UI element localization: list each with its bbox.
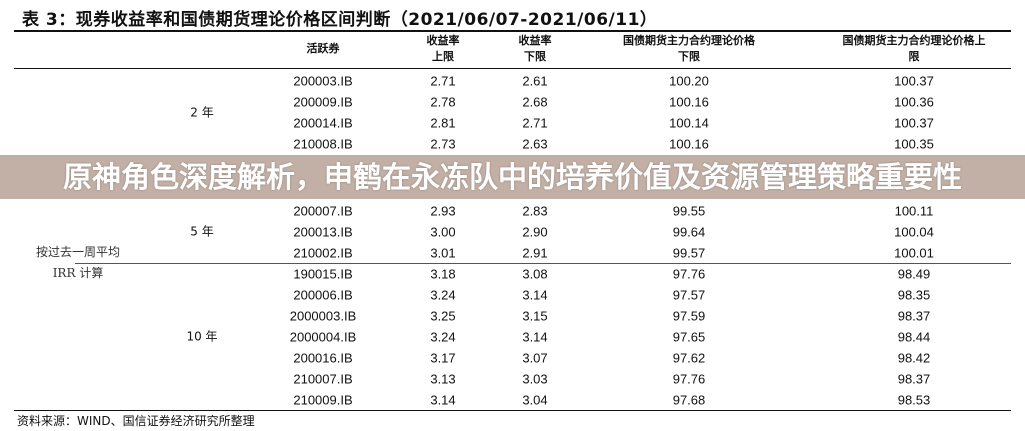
column-header-line: 收益率 [426, 34, 460, 47]
bond-code-cell: 200006.IB [293, 287, 353, 302]
price-lower-cell: 100.16 [669, 94, 709, 109]
price-upper-cell: 100.01 [894, 245, 934, 260]
group-label-2y: 2 年 [190, 105, 214, 120]
group-label-10y: 10 年 [186, 329, 218, 344]
price-upper-cell: 98.53 [897, 392, 931, 407]
bond-code-cell: 210009.IB [293, 392, 353, 407]
yield-lower-cell: 3.14 [522, 329, 548, 344]
column-header: 国债期货主力合约理论价格上限 [843, 33, 986, 65]
price-upper-cell: 100.37 [894, 115, 934, 130]
column-header-line: 活跃券 [306, 42, 340, 55]
price-lower-cell: 97.57 [672, 287, 706, 302]
bond-code-cell: 200016.IB [293, 350, 353, 365]
group-separator [75, 263, 1011, 264]
yield-lower-cell: 3.15 [522, 308, 548, 323]
price-upper-cell: 100.04 [894, 224, 934, 239]
price-upper-cell: 98.44 [897, 329, 931, 344]
price-upper-cell: 98.37 [897, 371, 931, 386]
yield-upper-cell: 3.01 [430, 245, 456, 260]
yield-upper-cell: 2.71 [430, 73, 456, 88]
price-lower-cell: 97.65 [672, 329, 706, 344]
note-line: 按过去一周平均 [36, 245, 121, 259]
yield-upper-cell: 3.00 [430, 224, 456, 239]
yield-lower-cell: 3.14 [522, 287, 548, 302]
price-lower-cell: 99.55 [672, 203, 706, 218]
yield-lower-cell: 3.08 [522, 266, 548, 281]
price-upper-cell: 100.11 [894, 203, 934, 218]
yield-upper-cell: 3.17 [430, 350, 456, 365]
column-header: 收益率 上限 [427, 33, 460, 65]
price-lower-cell: 100.16 [669, 136, 709, 151]
bond-code-cell: 200007.IB [293, 203, 353, 218]
price-upper-cell: 98.42 [897, 350, 931, 365]
yield-upper-cell: 3.14 [430, 392, 456, 407]
bond-code-cell: 200009.IB [293, 94, 353, 109]
column-header-line: 下限 [524, 50, 546, 63]
price-upper-cell: 100.37 [894, 73, 934, 88]
bond-code-cell: 210008.IB [293, 136, 353, 151]
source-note: 资料来源：WIND、国信证券经济研究所整理 [17, 414, 255, 428]
price-lower-cell: 97.76 [672, 266, 706, 281]
yield-lower-cell: 3.07 [522, 350, 548, 365]
yield-lower-cell: 3.03 [522, 371, 548, 386]
yield-upper-cell: 3.24 [430, 287, 456, 302]
column-header-line: 收益率 [518, 34, 552, 47]
yield-upper-cell: 3.24 [430, 329, 456, 344]
yield-lower-cell: 2.91 [522, 245, 548, 260]
column-header-line: 下限 [678, 50, 700, 63]
yield-upper-cell: 3.13 [430, 371, 456, 386]
column-header: 活跃券 [307, 41, 340, 57]
yield-lower-cell: 3.04 [522, 392, 548, 407]
yield-upper-cell: 2.73 [430, 136, 456, 151]
yield-lower-cell: 2.71 [522, 115, 548, 130]
column-header-line: 国债期货主力合约理论价格上 [842, 34, 986, 47]
bond-code-cell: 200013.IB [293, 224, 353, 239]
yield-upper-cell: 2.78 [430, 94, 456, 109]
price-upper-cell: 98.49 [897, 266, 931, 281]
price-lower-cell: 97.76 [672, 371, 706, 386]
group-label-5y: 5 年 [190, 224, 214, 239]
overlay-banner: 原神角色深度解析，申鹤在永冻队中的培养价值及资源管理策略重要性 [0, 155, 1025, 199]
yield-lower-cell: 2.61 [522, 73, 548, 88]
yield-upper-cell: 3.25 [430, 308, 456, 323]
bond-code-cell: 210007.IB [293, 371, 353, 386]
price-upper-cell: 98.37 [897, 308, 931, 323]
bond-code-cell: 210002.IB [293, 245, 353, 260]
column-header-line: 限 [908, 50, 920, 63]
price-lower-cell: 97.68 [672, 392, 706, 407]
top-rule [14, 30, 1011, 32]
banner-title: 原神角色深度解析，申鹤在永冻队中的培养价值及资源管理策略重要性 [62, 160, 962, 194]
column-header-line: 国债期货主力合约理论价格 [623, 34, 755, 47]
bottom-rule [14, 410, 1011, 411]
bond-code-cell: 190015.IB [293, 266, 353, 281]
price-lower-cell: 100.14 [669, 115, 709, 130]
yield-upper-cell: 2.81 [430, 115, 456, 130]
price-lower-cell: 100.20 [669, 73, 709, 88]
price-lower-cell: 97.62 [672, 350, 706, 365]
price-upper-cell: 100.35 [894, 136, 934, 151]
yield-lower-cell: 2.68 [522, 94, 548, 109]
price-lower-cell: 97.59 [672, 308, 706, 323]
calc-note: 按过去一周平均 IRR 计算 [36, 242, 120, 284]
yield-upper-cell: 3.18 [430, 266, 456, 281]
yield-lower-cell: 2.63 [522, 136, 548, 151]
bond-code-cell: 200014.IB [293, 115, 353, 130]
yield-upper-cell: 2.93 [430, 203, 456, 218]
column-header-line: 上限 [432, 50, 454, 63]
bond-code-cell: 200003.IB [293, 73, 353, 88]
header-rule [14, 68, 1011, 69]
bond-code-cell: 2000003.IB [289, 308, 357, 323]
bond-code-cell: 2000004.IB [289, 329, 357, 344]
price-lower-cell: 99.64 [672, 224, 706, 239]
price-upper-cell: 98.35 [897, 287, 931, 302]
note-line: IRR 计算 [52, 266, 104, 280]
table-title: 表 3：现券收益率和国债期货理论价格区间判断（2021/06/07-2021/0… [22, 10, 658, 30]
column-header: 国债期货主力合约理论价格 下限 [623, 33, 755, 65]
yield-lower-cell: 2.83 [522, 203, 548, 218]
yield-lower-cell: 2.90 [522, 224, 548, 239]
column-header: 收益率 下限 [519, 33, 552, 65]
price-upper-cell: 100.36 [894, 94, 934, 109]
price-lower-cell: 99.57 [672, 245, 706, 260]
